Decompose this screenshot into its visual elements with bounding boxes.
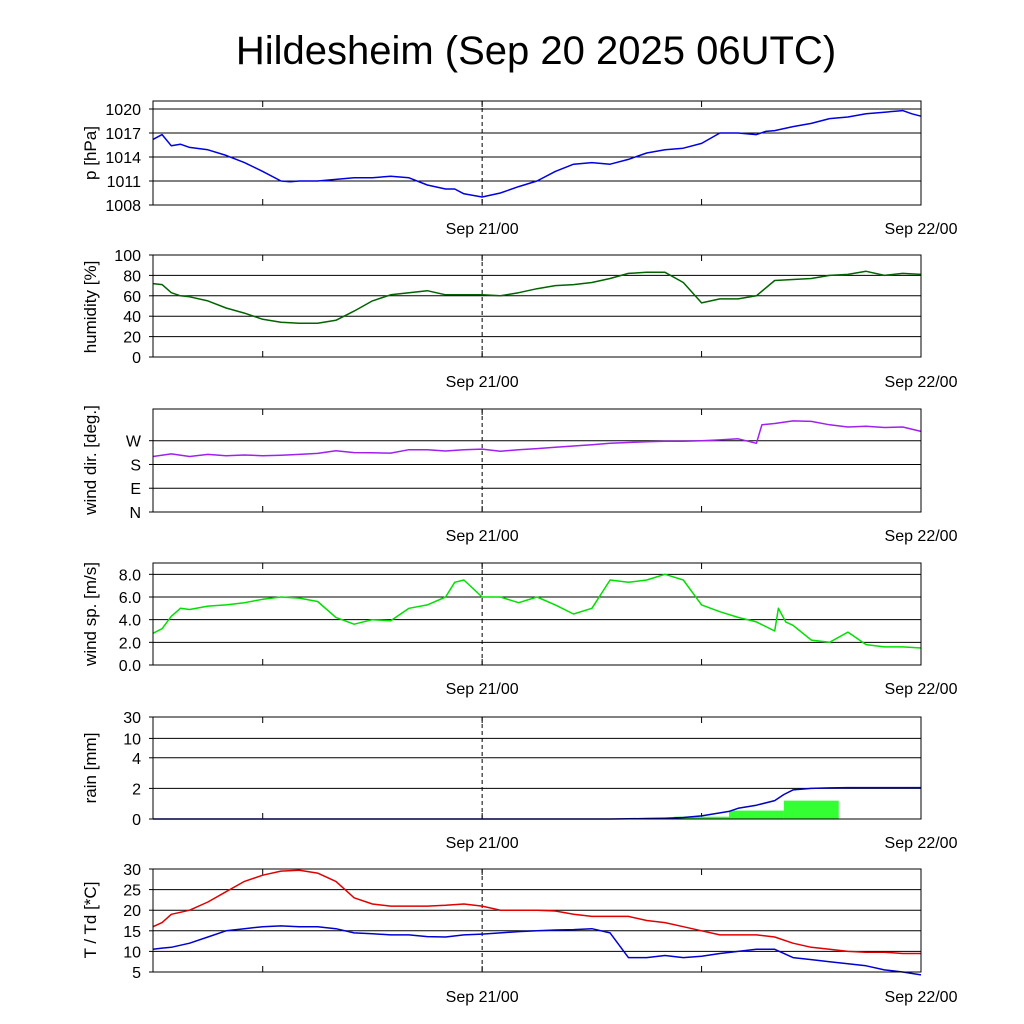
y-tick-label: 2.0 <box>119 635 141 652</box>
series-line-rain_total <box>153 786 921 820</box>
x-tick-label: Sep 22/00 <box>885 374 958 391</box>
y-tick-label: 8.0 <box>119 567 141 584</box>
y-tick-label: 30 <box>123 862 141 879</box>
x-tick-label: Sep 21/00 <box>446 221 519 238</box>
series-line-pressure <box>152 109 922 198</box>
series-line-dewpoint <box>152 925 922 976</box>
y-tick-label: E <box>130 481 141 498</box>
y-axis-label: rain [mm] <box>81 733 100 804</box>
y-axis-label: wind dir. [deg.] <box>81 405 100 516</box>
series-line-humidity <box>152 270 922 325</box>
y-tick-label: 10 <box>123 944 141 961</box>
y-tick-label: 1020 <box>105 102 141 119</box>
y-tick-label: 1014 <box>105 150 141 167</box>
x-tick-label: Sep 22/00 <box>885 528 958 545</box>
x-tick-label: Sep 21/00 <box>446 374 519 391</box>
plot-frame <box>152 408 922 513</box>
y-tick-label: 0 <box>132 350 141 367</box>
y-tick-label: 30 <box>123 710 141 727</box>
y-tick-label: 20 <box>123 903 141 920</box>
y-tick-label: 15 <box>123 924 141 941</box>
x-tick-label: Sep 22/00 <box>885 989 958 1006</box>
rain-bar <box>783 800 839 819</box>
y-tick-label: 25 <box>123 883 141 900</box>
y-tick-label: 4.0 <box>119 613 141 630</box>
y-tick-label: S <box>130 457 141 474</box>
y-tick-label: 0 <box>132 812 141 829</box>
x-tick-label: Sep 22/00 <box>885 681 958 698</box>
y-tick-label: 2 <box>132 781 141 798</box>
y-tick-label: N <box>129 505 141 522</box>
x-tick-label: Sep 21/00 <box>446 989 519 1006</box>
y-tick-label: 40 <box>123 309 141 326</box>
y-axis-label: p [hPa] <box>81 126 100 180</box>
plot-frame <box>152 716 922 820</box>
x-tick-label: Sep 22/00 <box>885 221 958 238</box>
y-tick-label: 100 <box>114 248 141 265</box>
series-line-temperature <box>152 869 921 955</box>
y-tick-label: 1008 <box>105 198 141 215</box>
panel-rain: 30 10 4 2 0 Sep 21/00 Sep 22/00 rain [mm] <box>81 710 958 852</box>
plot-frame <box>152 562 922 666</box>
y-axis-label: T / Td [*C] <box>81 882 100 959</box>
y-tick-label: 80 <box>123 268 141 285</box>
series-line-wind_dir <box>152 420 922 458</box>
rain-bar <box>674 816 729 819</box>
y-axis-label: humidity [%] <box>81 261 100 354</box>
y-tick-label: W <box>126 434 142 451</box>
panel-temp_dew: 30 25 20 15 10 5 Sep 21/00 Sep 22/00 T / Td [*C] <box>81 862 958 1006</box>
x-tick-label: Sep 21/00 <box>446 681 519 698</box>
rain-bar <box>729 810 784 819</box>
y-tick-label: 6.0 <box>119 590 141 607</box>
panel-wind_speed: 8.0 6.0 4.0 2.0 0.0 Sep 21/00 Sep 22/00 wind sp… <box>81 562 958 698</box>
y-tick-label: 20 <box>123 330 141 347</box>
y-tick-label: 5 <box>132 965 141 982</box>
y-tick-label: 1017 <box>105 126 141 143</box>
y-tick-label: 1011 <box>107 174 142 191</box>
x-tick-label: Sep 21/00 <box>446 528 519 545</box>
x-tick-label: Sep 22/00 <box>885 835 958 852</box>
y-tick-label: 4 <box>132 751 141 768</box>
panel-humidity: 100 80 60 40 20 0 Sep 21/00 Sep 22/00 humidity [… <box>81 248 958 391</box>
panel-pressure: 1020 1017 1014 1011 1008 Sep 21/00 Sep 22/00 p … <box>81 100 958 238</box>
y-axis-label: wind sp. [m/s] <box>81 562 100 667</box>
x-tick-label: Sep 21/00 <box>446 835 519 852</box>
chart-title: Hildesheim (Sep 20 2025 06UTC) <box>236 29 836 73</box>
series-line-wind_speed <box>152 573 922 649</box>
y-tick-label: 0.0 <box>119 658 141 675</box>
plot-frame <box>152 100 922 206</box>
plot-frame <box>152 868 922 973</box>
y-tick-label: 60 <box>123 289 141 306</box>
y-tick-label: 10 <box>123 731 141 748</box>
plot-frame <box>152 254 922 358</box>
